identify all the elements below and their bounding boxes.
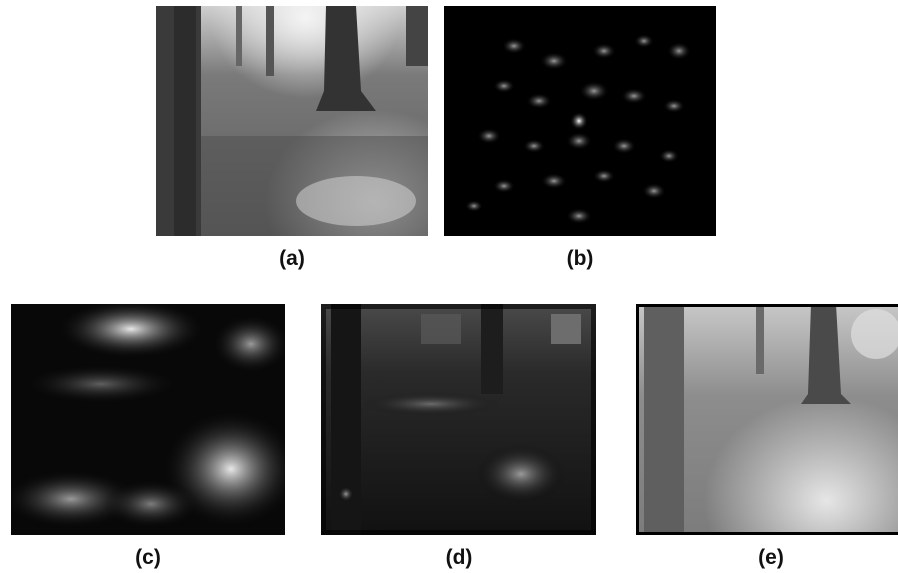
caption-e: (e) — [758, 546, 784, 569]
caption-b: (b) — [566, 247, 594, 270]
caption-a: (a) — [279, 247, 305, 270]
caption-d: (d) — [445, 546, 473, 569]
panel-a-image — [156, 6, 428, 236]
panel-e-image — [636, 304, 898, 535]
panel-d-image — [321, 304, 596, 535]
caption-c: (c) — [135, 546, 161, 569]
panel-b-image — [444, 6, 716, 236]
panel-c-image — [11, 304, 285, 535]
